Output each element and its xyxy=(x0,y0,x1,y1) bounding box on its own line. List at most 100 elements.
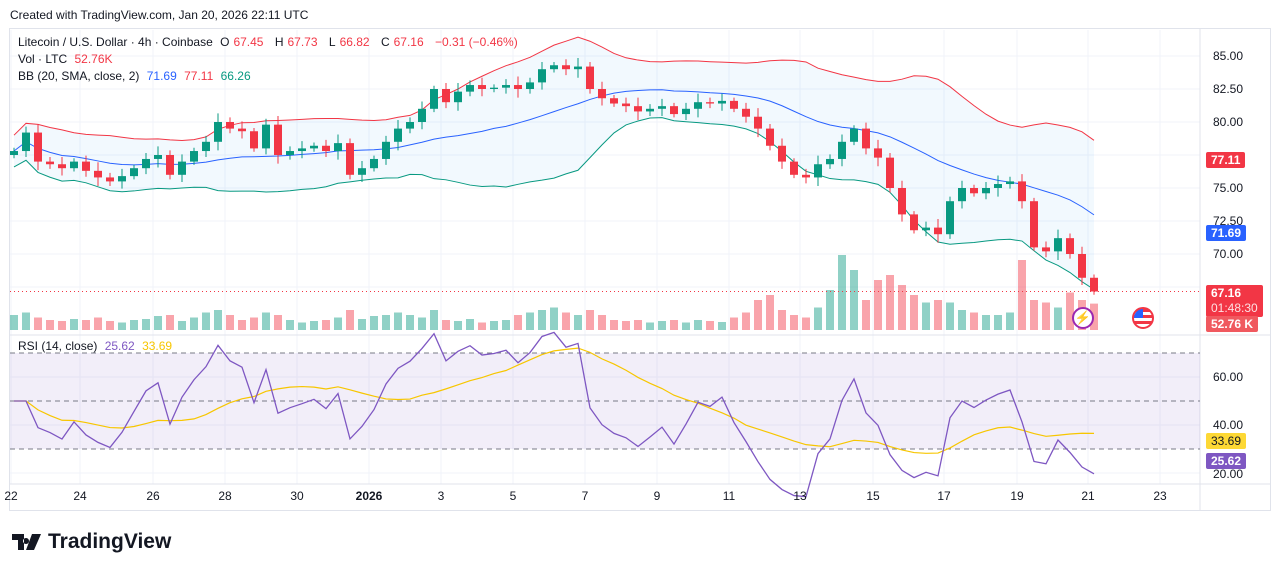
candle-body xyxy=(334,143,342,152)
us-flag-event-icon[interactable] xyxy=(1132,307,1154,329)
last-price-tag: 67.16 01:48:30 xyxy=(1206,285,1263,317)
candle-body xyxy=(658,106,666,109)
date-tick: 30 xyxy=(290,489,304,503)
rsi-line xyxy=(14,331,1095,498)
bb-legend: BB (20, SMA, close, 2) 71.69 77.11 66.26 xyxy=(18,69,255,83)
candle-body xyxy=(1018,181,1026,202)
date-tick: 22 xyxy=(4,489,18,503)
candle-body xyxy=(190,151,198,162)
volume-bar xyxy=(118,322,126,330)
bar-countdown: 01:48:30 xyxy=(1211,301,1258,315)
rsi-ma-value: 33.69 xyxy=(142,339,173,353)
bb-basis-tag: 71.69 xyxy=(1206,225,1247,241)
tradingview-logo[interactable]: TradingView xyxy=(12,530,171,554)
volume-bar xyxy=(442,320,450,330)
price-tick: 85.00 xyxy=(1213,49,1244,63)
volume-bar xyxy=(358,319,366,330)
volume-bar xyxy=(262,312,270,330)
date-tick: 9 xyxy=(653,489,661,503)
volume-bar xyxy=(526,312,534,330)
symbol-title[interactable]: Litecoin / U.S. Dollar · 4h · Coinbase xyxy=(18,35,213,49)
date-tick: 7 xyxy=(581,489,589,503)
volume-bar xyxy=(886,275,894,330)
candle-body xyxy=(766,128,774,146)
candle-body xyxy=(610,98,618,104)
candle-body xyxy=(886,157,894,188)
tradingview-logo-icon xyxy=(12,534,41,550)
volume-label[interactable]: Vol · LTC xyxy=(18,52,68,66)
volume-bar xyxy=(862,300,870,330)
volume-bar xyxy=(922,302,930,330)
candle-body xyxy=(382,141,390,159)
date-tick: 2026 xyxy=(355,489,383,503)
candle-body xyxy=(586,66,594,89)
candle-body xyxy=(238,128,246,132)
candle-body xyxy=(814,164,822,178)
candle-body xyxy=(70,161,78,169)
candle-body xyxy=(250,131,258,149)
candle-body xyxy=(874,148,882,158)
volume-bar xyxy=(994,315,1002,330)
candle-body xyxy=(166,155,174,175)
volume-bar xyxy=(610,320,618,330)
candle-body xyxy=(226,122,234,129)
candle-body xyxy=(838,141,846,159)
rsi-label[interactable]: RSI (14, close) xyxy=(18,339,98,353)
candle-body xyxy=(58,164,66,169)
date-tick: 21 xyxy=(1081,489,1095,503)
volume-bar xyxy=(166,315,174,330)
volume-bar xyxy=(826,290,834,330)
date-tick: 5 xyxy=(509,489,517,503)
candle-body xyxy=(538,69,546,83)
volume-bar xyxy=(322,320,330,330)
volume-bar xyxy=(154,316,162,330)
candle-body xyxy=(22,132,30,152)
bb-upper-value: 77.11 xyxy=(184,69,214,83)
bb-lower-value: 66.26 xyxy=(220,69,251,83)
candle-body xyxy=(730,100,738,109)
volume-bar xyxy=(394,312,402,330)
candle-body xyxy=(790,161,798,175)
date-tick: 28 xyxy=(218,489,232,503)
volume-bar xyxy=(514,315,522,330)
candle-body xyxy=(430,89,438,109)
candle-body xyxy=(154,155,162,159)
lightning-event-icon[interactable]: ⚡ xyxy=(1072,307,1094,329)
volume-bar xyxy=(142,319,150,330)
candle-body xyxy=(406,122,414,129)
volume-bar xyxy=(970,312,978,330)
volume-bar xyxy=(802,317,810,330)
date-tick: 11 xyxy=(722,489,736,503)
volume-bar xyxy=(202,312,210,330)
volume-bar xyxy=(502,320,510,330)
volume-bar xyxy=(382,315,390,330)
rsi-tick: 40.00 xyxy=(1213,418,1244,432)
volume-bar xyxy=(550,307,558,330)
volume-tag: 52.76 K xyxy=(1206,316,1259,332)
candle-body xyxy=(106,177,114,182)
candle-body xyxy=(634,106,642,112)
symbol-legend: Litecoin / U.S. Dollar · 4h · Coinbase O… xyxy=(18,35,522,49)
candle-body xyxy=(1066,238,1074,254)
candle-body xyxy=(646,108,654,112)
bb-label[interactable]: BB (20, SMA, close, 2) xyxy=(18,69,140,83)
volume-bar xyxy=(1018,260,1026,330)
chart-frame xyxy=(9,28,1271,511)
bb-fill xyxy=(14,37,1094,290)
volume-bar xyxy=(46,320,54,330)
candle-body xyxy=(466,85,474,92)
volume-bar xyxy=(34,317,42,330)
last-price: 67.16 xyxy=(1211,286,1242,300)
candle-body xyxy=(718,100,726,104)
candle-body xyxy=(262,124,270,149)
candle-body xyxy=(862,128,870,149)
bb-upper-line xyxy=(13,36,1095,142)
price-change: −0.31 (−0.46%) xyxy=(434,35,518,49)
volume-bar xyxy=(346,310,354,330)
volume-bar xyxy=(898,285,906,330)
volume-bar xyxy=(982,315,990,330)
ohlc-close: C 67.16 xyxy=(380,35,424,49)
candle-body xyxy=(802,174,810,178)
